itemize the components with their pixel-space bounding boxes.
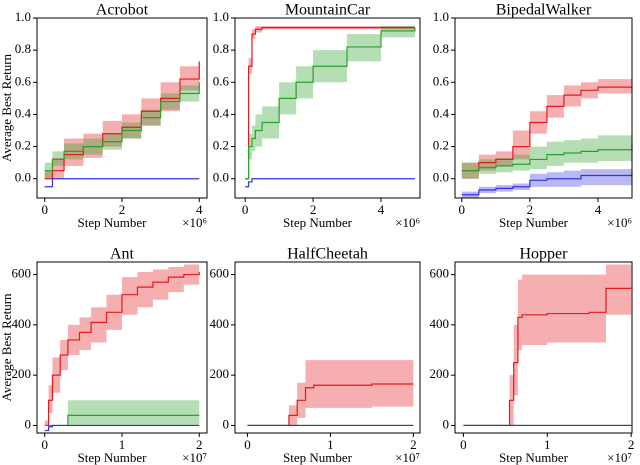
x-tick-label: 1 [119, 437, 126, 452]
y-tick-label: 0.8 [15, 41, 31, 56]
y-tick-label: 0.8 [213, 41, 229, 56]
x-offset-label: ×10⁶ [182, 215, 207, 230]
x-offset-label: ×10⁷ [395, 450, 420, 465]
x-tick-label: 4 [378, 202, 385, 217]
y-tick-label: 600 [12, 266, 32, 281]
confidence-band [245, 26, 415, 179]
x-axis-label: Step Number [499, 215, 569, 230]
x-offset-label: ×10⁷ [607, 450, 632, 465]
y-tick-label: 400 [12, 316, 32, 331]
plot-frame [234, 261, 421, 434]
plot-frame [234, 17, 421, 199]
line [245, 27, 415, 180]
y-tick-label: 200 [210, 366, 230, 381]
line [245, 178, 415, 188]
y-tick-label: 0.4 [213, 105, 230, 120]
y-tick-label: 0.2 [433, 138, 449, 153]
y-tick-label: 600 [210, 266, 230, 281]
subplot: MountainCar 0.0 0.2 0.4 0.6 0.8 1.0 0 2 4 Step Num… [213, 2, 421, 230]
x-tick-label: 0 [460, 437, 467, 452]
x-axis-label: Step Number [283, 450, 353, 465]
y-tick-label: 400 [210, 316, 230, 331]
y-tick-label: 400 [430, 316, 450, 331]
x-offset-label: ×10⁶ [395, 215, 420, 230]
x-tick-label: 2 [527, 202, 534, 217]
x-tick-label: 1 [327, 437, 334, 452]
x-tick-label: 2 [628, 437, 635, 452]
y-tick-label: 0.8 [433, 41, 449, 56]
x-tick-label: 4 [595, 202, 602, 217]
confidence-band [461, 79, 632, 179]
x-axis-label: Step Number [78, 450, 148, 465]
x-tick-label: 0 [41, 437, 48, 452]
x-axis-label: Step Number [499, 450, 569, 465]
line [461, 86, 632, 172]
x-tick-label: 0 [41, 202, 48, 217]
confidence-band [245, 26, 415, 179]
y-tick-label: 1.0 [213, 9, 229, 24]
confidence-band [247, 360, 414, 426]
x-tick-label: 0 [242, 202, 249, 217]
subplot-title: Ant [110, 246, 135, 263]
line [247, 383, 414, 427]
y-tick-label: 0.4 [15, 105, 32, 120]
line [245, 27, 416, 180]
y-tick-label: 0.4 [433, 105, 450, 120]
y-tick-label: 0.2 [213, 138, 229, 153]
y-tick-label: 200 [12, 366, 32, 381]
y-tick-label: 0 [443, 416, 450, 431]
y-tick-label: 0.6 [433, 73, 450, 88]
confidence-band [463, 264, 632, 426]
x-offset-label: ×10⁷ [182, 450, 207, 465]
y-tick-label: 0.2 [15, 138, 31, 153]
subplot: Hopper 0 200 400 600 0 1 2 Step Number ×10⁷ [430, 246, 635, 465]
plot-frame [36, 261, 208, 434]
y-tick-label: 0.6 [15, 73, 32, 88]
x-axis-label: Step Number [283, 215, 353, 230]
x-tick-label: 0 [244, 437, 251, 452]
x-tick-label: 2 [119, 202, 126, 217]
line [463, 287, 632, 427]
y-tick-label: 200 [430, 366, 450, 381]
x-tick-label: 2 [196, 437, 203, 452]
subplot-title: BipedalWalker [496, 2, 592, 19]
x-offset-label: ×10⁶ [607, 215, 632, 230]
x-tick-label: 2 [310, 202, 317, 217]
x-tick-label: 0 [459, 202, 466, 217]
y-tick-label: 1.0 [433, 9, 449, 24]
subplot: Ant 0 200 400 600 0 1 2 Step Number ×10⁷ Average B… [0, 246, 208, 465]
y-axis-label: Average Best Return [0, 53, 14, 162]
subplot-title: MountainCar [285, 2, 371, 19]
y-axis-label: Average Best Return [0, 293, 14, 402]
subplot-title: Hopper [520, 246, 569, 263]
subplot: BipedalWalker 0.0 0.2 0.4 0.6 0.8 1.0 0 2 4 Step N… [433, 2, 633, 230]
y-tick-label: 0.6 [213, 73, 230, 88]
x-axis-label: Step Number [78, 215, 148, 230]
y-tick-label: 0 [223, 416, 230, 431]
subplot: HalfCheetah 0 200 400 600 0 1 2 Step Number ×10⁷ [210, 246, 421, 465]
line [461, 173, 633, 196]
line [44, 424, 200, 432]
plot-frame [454, 17, 633, 199]
line [44, 82, 200, 172]
y-tick-label: 0.0 [213, 170, 229, 185]
plot-frame [454, 261, 633, 434]
y-tick-label: 1.0 [15, 9, 31, 24]
plot-frame [36, 17, 208, 199]
subplot-title: HalfCheetah [287, 246, 368, 263]
confidence-band [44, 400, 200, 426]
line [461, 143, 633, 172]
x-tick-label: 2 [410, 437, 417, 452]
y-tick-label: 600 [430, 266, 450, 281]
subplot: Acrobot 0.0 0.2 0.4 0.6 0.8 1.0 0 2 4 Step Number ×… [0, 2, 208, 230]
line [44, 178, 200, 188]
y-tick-label: 0 [25, 416, 32, 431]
y-tick-label: 0.0 [15, 170, 31, 185]
x-tick-label: 1 [544, 437, 551, 452]
line [44, 272, 200, 427]
x-tick-label: 4 [196, 202, 203, 217]
y-tick-label: 0.0 [433, 170, 449, 185]
subplot-title: Acrobot [96, 2, 149, 19]
